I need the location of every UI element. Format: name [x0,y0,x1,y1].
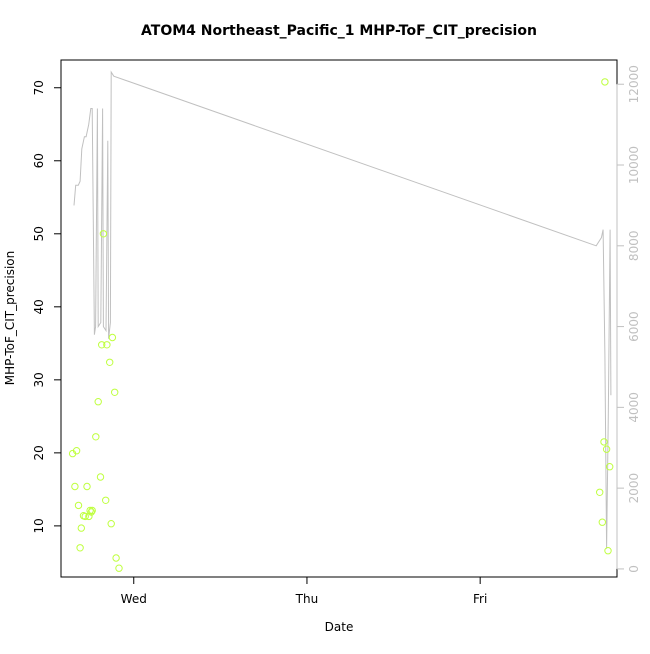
scatter-point [96,473,105,481]
x-tick-label: Thu [295,592,319,606]
series-line-path [73,70,612,549]
scatter-point [77,524,86,532]
scatter-point [94,398,102,406]
y-left-tick-label: 20 [32,445,46,460]
y-left-tick-label: 50 [32,226,46,241]
y-right-tick-label: 0 [627,565,641,573]
y-axis-left: 10 20 30 40 50 60 70 [32,80,62,534]
scatter-point [606,463,614,471]
line-series [73,70,612,549]
y-axis-label: MHP-ToF_CIT_precision [3,251,17,386]
y-right-tick-label: 12000 [627,65,641,103]
scatter-point [598,518,606,526]
scatter-point [107,520,115,528]
scatter-point [600,438,608,446]
y-axis-right: 0 2000 4000 6000 8000 10000 12000 [616,65,641,573]
y-left-tick-label: 30 [32,372,46,387]
scatter-point [83,482,91,491]
y-right-tick-label: 4000 [627,392,641,423]
scatter-point [106,358,114,366]
y-right-tick-label: 8000 [627,231,641,262]
scatter-point [81,512,89,521]
scatter-point [601,78,609,86]
y-right-tick-label: 6000 [627,311,641,342]
scatter-point [108,333,117,342]
y-left-tick-label: 70 [32,80,46,95]
scatter-point [103,341,111,349]
scatter-point [74,501,83,510]
x-axis: Wed Thu Fri [121,576,487,606]
y-left-tick-label: 60 [32,153,46,168]
scatter-point [602,445,611,453]
x-tick-label: Wed [121,592,147,606]
scatter-point [72,447,81,455]
scatter-point [71,482,79,491]
scatter-point [76,544,84,552]
scatter-point [98,341,106,349]
scatter-point [604,547,612,555]
scatter-point [596,488,604,496]
y-right-tick-label: 10000 [627,146,641,184]
y-left-tick-label: 40 [32,299,46,314]
scatter-point [102,496,110,504]
chart-title: ATOM4 Northeast_Pacific_1 MHP-ToF_CIT_pr… [141,23,537,39]
y-right-tick-label: 2000 [627,473,641,504]
scatter-point [115,564,123,572]
scatter-point [111,388,119,396]
scatter-point [88,506,96,515]
scatter-point [112,554,120,562]
scatter-point [87,508,96,516]
x-tick-label: Fri [473,592,487,606]
y-left-tick-label: 10 [32,518,46,533]
scatter-point [99,230,108,238]
scatter-point [86,506,94,515]
x-axis-label: Date [325,620,354,634]
scatter-series [68,78,614,572]
scatter-point [92,433,100,441]
